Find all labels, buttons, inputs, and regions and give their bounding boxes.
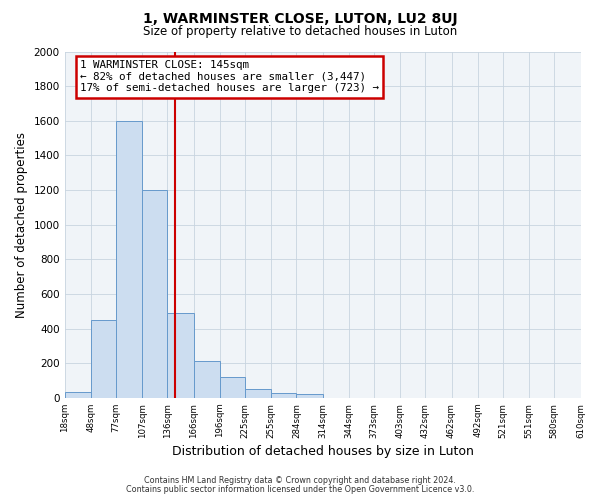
Bar	[167, 313, 194, 398]
Text: Contains HM Land Registry data © Crown copyright and database right 2024.: Contains HM Land Registry data © Crown c…	[144, 476, 456, 485]
Text: Size of property relative to detached houses in Luton: Size of property relative to detached ho…	[143, 25, 457, 38]
Bar	[296, 394, 323, 398]
Bar	[65, 392, 91, 398]
Bar	[245, 389, 271, 398]
Text: 1 WARMINSTER CLOSE: 145sqm
← 82% of detached houses are smaller (3,447)
17% of s: 1 WARMINSTER CLOSE: 145sqm ← 82% of deta…	[80, 60, 379, 94]
Bar	[142, 190, 167, 398]
Text: Contains public sector information licensed under the Open Government Licence v3: Contains public sector information licen…	[126, 485, 474, 494]
Bar	[116, 121, 142, 398]
X-axis label: Distribution of detached houses by size in Luton: Distribution of detached houses by size …	[172, 444, 473, 458]
Bar	[194, 362, 220, 398]
Bar	[220, 377, 245, 398]
Text: 1, WARMINSTER CLOSE, LUTON, LU2 8UJ: 1, WARMINSTER CLOSE, LUTON, LU2 8UJ	[143, 12, 457, 26]
Y-axis label: Number of detached properties: Number of detached properties	[15, 132, 28, 318]
Bar	[91, 320, 116, 398]
Bar	[271, 392, 296, 398]
